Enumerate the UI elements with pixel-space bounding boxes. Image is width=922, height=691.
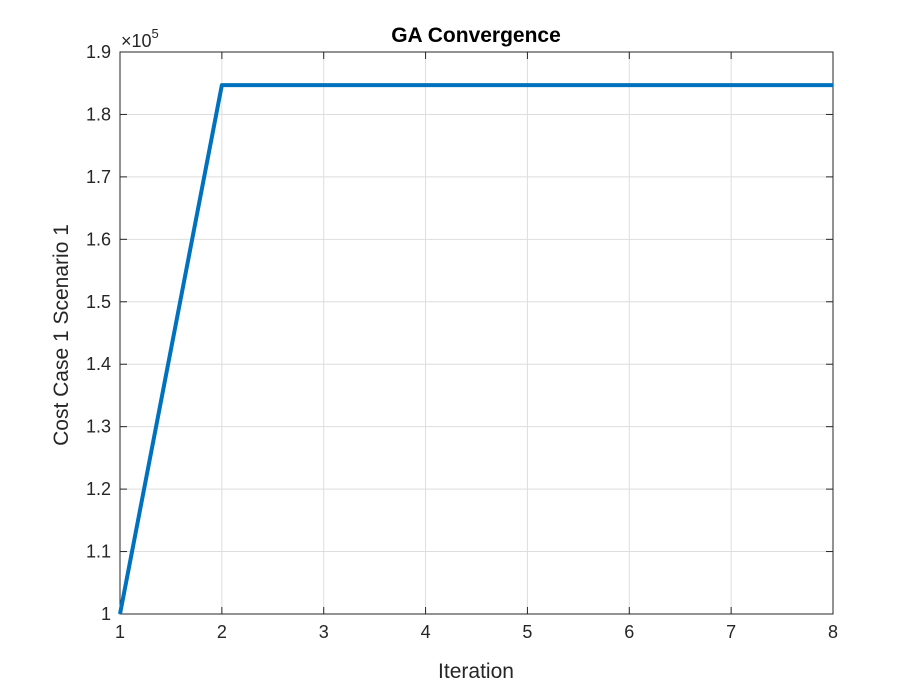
x-tick-label: 1 [115,622,125,642]
x-tick-label: 6 [624,622,634,642]
tick-labels: 1 2 3 4 5 6 7 8 1 1.1 1.2 1.3 1.4 1.5 1.6 1.7 1.8 1.9 [86,42,838,642]
y-tick-label: 1.4 [86,354,111,374]
series-layer [118,83,833,615]
y-axis-exponent: ×105 [121,26,159,51]
y-tick-label: 1.5 [86,292,111,312]
axes [119,51,834,615]
y-tick-label: 1.7 [86,167,111,187]
y-tick-label: 1.6 [86,229,111,249]
x-tick-label: 4 [421,622,431,642]
series-line [118,83,833,615]
x-tick-label: 5 [522,622,532,642]
plot-box [119,51,834,615]
y-tick-label: 1.2 [86,479,111,499]
x-tick-label: 7 [726,622,736,642]
x-tick-label: 2 [217,622,227,642]
y-axis-label: Cost Case 1 Scenario 1 [50,224,73,446]
y-axis-exponent-base: ×10 [121,31,152,51]
x-tick-label: 8 [828,622,838,642]
chart-title: GA Convergence [391,24,561,47]
x-axis-label: Iteration [438,660,514,683]
y-axis-exponent-power: 5 [152,26,159,41]
y-tick-label: 1.9 [86,42,111,62]
y-tick-label: 1.1 [86,542,111,562]
grid-lines [119,51,834,615]
y-tick-label: 1.3 [86,417,111,437]
y-tick-label: 1.8 [86,104,111,124]
y-tick-label: 1 [101,604,111,624]
x-tick-label: 3 [319,622,329,642]
